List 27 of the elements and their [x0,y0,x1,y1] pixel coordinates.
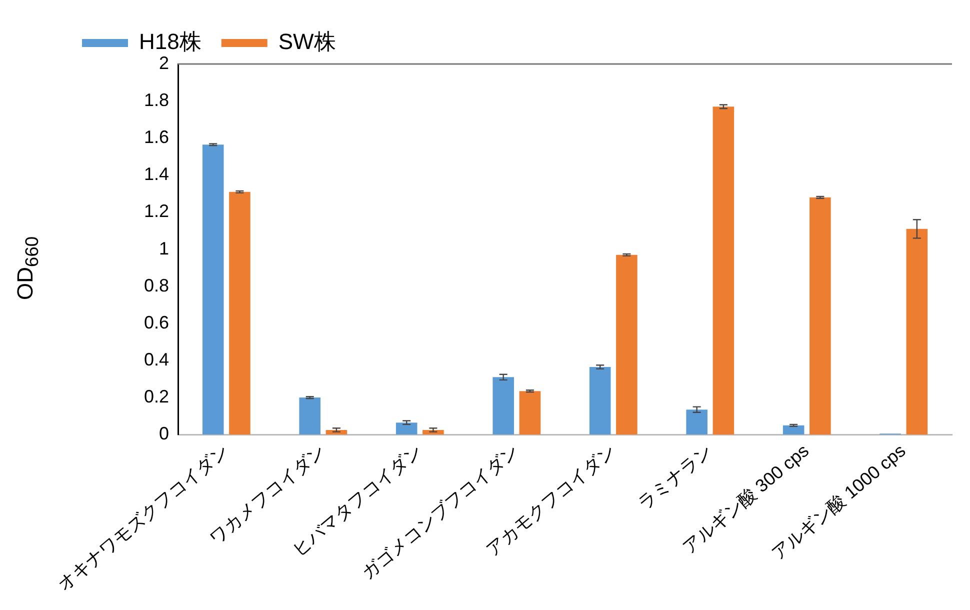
bar [492,377,514,435]
bar [906,228,928,435]
bar [396,422,418,435]
y-tick-label: 0.8 [144,275,170,296]
y-tick-label: 1.2 [144,201,170,222]
y-tick-label: 0.6 [144,312,170,332]
bar [686,410,708,435]
legend-label: SW株 [278,29,336,54]
bar [810,197,831,435]
legend-label: H18株 [139,29,202,54]
bar [712,106,734,435]
y-tick-label: 0.2 [144,386,170,407]
y-tick-label: 0 [159,424,170,444]
bar [229,192,250,435]
bar [589,366,611,435]
y-tick-label: 1 [159,238,170,258]
y-tick-label: 1.6 [144,127,170,148]
bar [616,254,638,435]
bar [519,391,541,435]
y-tick-label: 1.4 [144,164,170,184]
bar [299,398,320,435]
bar [782,425,804,435]
bar [202,144,224,435]
y-tick-label: 1.8 [144,90,170,110]
y-tick-label: 0.4 [144,349,170,370]
x-tick-label: ラミナラン [634,440,716,514]
y-tick-label: 2 [159,52,170,73]
